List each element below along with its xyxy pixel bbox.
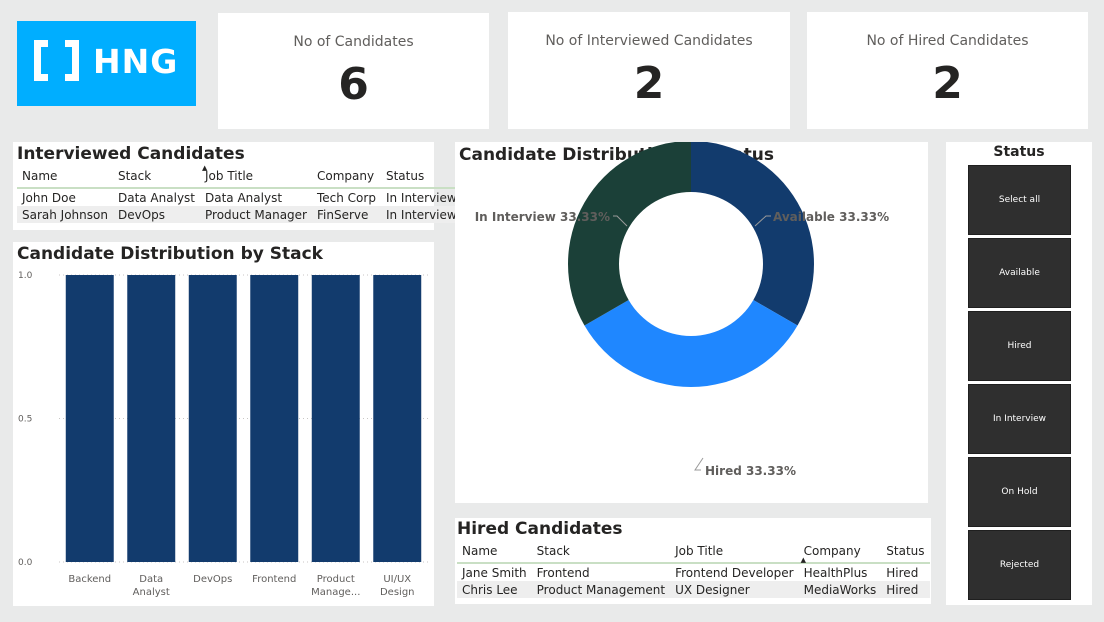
donut-slice[interactable] (691, 142, 814, 326)
column-header-sorted[interactable]: ▲ Company (800, 544, 861, 564)
kpi-value: 2 (932, 58, 963, 109)
table-cell: Frontend (536, 565, 590, 580)
kpi-card-hired: No of Hired Candidates 2 (807, 12, 1088, 129)
bar[interactable] (65, 275, 114, 562)
column-header[interactable]: Stack (536, 544, 570, 558)
column-header[interactable]: Status (886, 544, 925, 558)
table-cell: DevOps (112, 206, 200, 223)
status-chart-panel: Candidate Distribution by Status Availab… (455, 142, 928, 503)
stack-bar-chart: 0.0 0.5 1.0 Backend Data Analyst DevOps Fronten… (18, 271, 428, 598)
bar[interactable] (373, 275, 422, 562)
table-cell: In Interview (380, 206, 462, 223)
status-donut-chart: Available 33.33% Hired 33.33% In Interview… (475, 142, 889, 478)
y-tick-label: 0.0 (18, 558, 33, 568)
stack-chart-title: Candidate Distribution by Stack (17, 244, 323, 264)
table-cell: Product Manager (200, 206, 312, 223)
table-cell: Tech Corp (316, 190, 376, 205)
interviewed-candidates-panel: Interviewed Candidates Name Stack ▲ Job T… (13, 142, 462, 230)
table-cell: Frontend Developer (675, 565, 794, 580)
slice-label: Hired 33.33% (705, 464, 796, 478)
kpi-value: 2 (633, 58, 665, 109)
kpi-label: No of Interviewed Candidates (545, 33, 753, 49)
slicer-option-on-hold[interactable]: On Hold (968, 457, 1071, 527)
slicer-option-in-interview[interactable]: In Interview (968, 384, 1071, 454)
x-tick-label: Product Manage... (311, 574, 360, 598)
table-row[interactable]: John Doe Data Analyst Data Analyst Tech … (17, 188, 462, 206)
column-header[interactable]: Company (316, 169, 375, 183)
kpi-card-candidates: No of Candidates 6 (218, 13, 489, 129)
donut-slice[interactable] (568, 142, 691, 326)
slice-label: In Interview 33.33% (475, 210, 610, 224)
column-header[interactable]: Status (385, 169, 425, 183)
table-header-row: Name Stack ▲ Job Title Company Status (17, 164, 462, 188)
table-header-row: Name Stack Job Title ▲ Company Status (457, 540, 930, 564)
table-cell: Chris Lee (457, 581, 532, 598)
table-cell: Product Management (531, 581, 671, 598)
bar[interactable] (311, 275, 360, 562)
slicer-option-hired[interactable]: Hired (968, 311, 1071, 381)
kpi-label: No of Candidates (293, 34, 414, 50)
x-tick-label: Backend (68, 574, 111, 585)
interviewed-table-title: Interviewed Candidates (17, 144, 245, 164)
slicer-option-select-all[interactable]: Select all (968, 165, 1071, 235)
table-cell: Hired (886, 565, 919, 580)
table-cell: Data Analyst (205, 190, 283, 205)
table-cell: Jane Smith (462, 565, 527, 580)
bar[interactable] (250, 275, 299, 562)
column-header[interactable]: Stack (117, 169, 152, 183)
table-cell: Sarah Johnson (17, 206, 113, 223)
table-row[interactable]: Chris Lee Product Management UX Designer… (457, 581, 930, 598)
sort-ascending-icon: ▲ (800, 556, 806, 564)
x-tick-label: DevOps (193, 574, 232, 585)
table-row[interactable]: Jane Smith Frontend Frontend Developer H… (457, 563, 930, 581)
leader-line (694, 457, 704, 471)
table-cell: Data Analyst (117, 190, 195, 205)
hired-candidates-panel: Hired Candidates Name Stack Job Title ▲ C… (455, 518, 931, 604)
table-cell: HealthPlus (803, 565, 868, 580)
y-tick-label: 1.0 (18, 271, 33, 281)
sort-ascending-icon: ▲ (202, 164, 208, 172)
kpi-label: No of Hired Candidates (866, 33, 1029, 49)
table-cell: In Interview (385, 190, 457, 205)
slicer-option-available[interactable]: Available (968, 238, 1071, 308)
donut-slice[interactable] (584, 300, 798, 387)
table-cell: Hired (881, 581, 930, 598)
column-header[interactable]: Name (22, 169, 58, 183)
kpi-card-interviewed: No of Interviewed Candidates 2 (508, 12, 790, 129)
y-tick-label: 0.5 (18, 415, 32, 425)
bar[interactable] (188, 275, 237, 562)
column-header-sorted[interactable]: ▲ Job Title (202, 164, 254, 183)
stack-chart-panel: Candidate Distribution by Stack 0.0 0.5 1.… (13, 242, 434, 606)
hired-table: Name Stack Job Title ▲ Company Status Jan… (457, 540, 930, 598)
x-tick-label: Data Analyst (133, 574, 170, 598)
column-header[interactable]: Name (462, 544, 498, 558)
column-header[interactable]: Job Title (675, 544, 724, 558)
table-row[interactable]: Sarah Johnson DevOps Product Manager Fin… (17, 206, 462, 223)
leader-line (613, 215, 628, 227)
slicer-option-rejected[interactable]: Rejected (968, 530, 1071, 600)
kpi-value: 6 (338, 59, 369, 110)
table-cell: MediaWorks (798, 581, 882, 598)
table-cell: FinServe (311, 206, 381, 223)
svg-text:HNG: HNG (93, 42, 178, 81)
slicer-title: Status (993, 144, 1045, 160)
interviewed-table: Name Stack ▲ Job Title Company Status Joh… (17, 164, 462, 223)
slice-label: Available 33.33% (773, 210, 889, 224)
x-tick-label: Frontend (252, 574, 296, 585)
hng-logo: HNG (17, 21, 196, 106)
leader-line (754, 215, 771, 227)
x-tick-label: UI/UX Design (380, 574, 415, 598)
hired-table-title: Hired Candidates (457, 519, 623, 539)
table-cell: UX Designer (670, 581, 799, 598)
bar[interactable] (127, 275, 176, 562)
table-cell: John Doe (22, 190, 76, 205)
